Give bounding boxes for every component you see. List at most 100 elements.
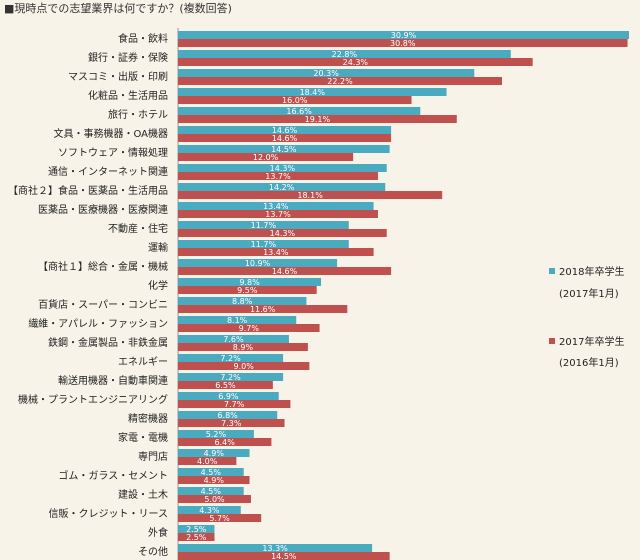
data-label-2017: 5.0% [204, 495, 225, 504]
bar-2018 [178, 183, 386, 191]
legend-swatch-2018 [549, 268, 555, 274]
category-label: 百貨店・スーパー・コンビニ [38, 298, 168, 311]
bar-2018 [178, 297, 307, 305]
data-label-2018: 16.6% [286, 107, 312, 116]
data-label-2017: 4.0% [197, 457, 218, 466]
bar-2018 [178, 240, 349, 248]
category-label: 建設・土木 [118, 488, 168, 501]
bar-2017 [178, 172, 378, 180]
bar-2018 [178, 69, 475, 77]
bar-2018 [178, 278, 322, 286]
legend: 2018年卒学生 (2017年1月) 2017年卒学生 (2016年1月) [549, 265, 624, 369]
category-label: ソフトウェア・情報処理 [58, 146, 168, 159]
bar-2017 [178, 305, 348, 313]
data-label-2018: 4.3% [199, 506, 220, 515]
bar-2017 [178, 438, 272, 446]
bar-2017 [178, 229, 387, 237]
data-label-2018: 5.2% [206, 430, 227, 439]
category-label: 【商社２】食品・医薬品・生活用品 [8, 184, 168, 197]
data-label-2017: 13.7% [265, 172, 291, 181]
data-label-2018: 8.8% [232, 297, 253, 306]
category-label: マスコミ・出版・印刷 [68, 70, 168, 83]
data-label-2018: 14.3% [270, 164, 296, 173]
data-label-2018: 20.3% [313, 69, 339, 78]
bar-2017 [178, 77, 503, 85]
category-label: ゴム・ガラス・セメント [58, 469, 168, 482]
data-label-2017: 6.5% [215, 381, 236, 390]
category-label: その他 [138, 545, 168, 558]
category-label: 医薬品・医療機器・医療関連 [38, 203, 168, 216]
category-label: 機械・プラントエンジニアリング [18, 393, 168, 406]
category-label: エネルギー [118, 356, 168, 368]
bar-2018 [178, 164, 387, 172]
data-label-2018: 6.8% [217, 411, 238, 420]
data-label-2018: 6.9% [218, 392, 239, 401]
bar-2017 [178, 248, 374, 256]
category-label: 精密機器 [128, 412, 168, 425]
data-label-2018: 14.6% [272, 126, 298, 135]
bars-group: 食品・飲料 30.9%30.8% 銀行・証券・保険 22.8%24.3% マスコミ・出版… [8, 31, 629, 560]
category-label: 化粧品・生活用品 [88, 89, 168, 102]
data-label-2018: 14.2% [269, 183, 295, 192]
data-label-2017: 11.6% [250, 305, 276, 314]
bar-2018 [178, 525, 215, 533]
data-label-2018: 4.5% [201, 468, 222, 477]
data-label-2017: 9.0% [234, 362, 255, 371]
bar-2017 [178, 343, 308, 351]
bar-2018 [178, 335, 289, 343]
data-label-2018: 4.9% [204, 449, 225, 458]
legend-note-2018: (2017年1月) [559, 287, 619, 300]
category-label: 鉄鋼・金属製品・非鉄金属 [48, 336, 168, 349]
category-label: 文具・事務機器・OA機器 [53, 127, 168, 140]
bar-2017 [178, 267, 392, 275]
bar-2018 [178, 126, 392, 134]
bar-2017 [178, 381, 273, 389]
category-label: 専門店 [138, 450, 168, 463]
data-label-2018: 2.5% [186, 525, 207, 534]
bar-2017 [178, 191, 443, 199]
bar-2018 [178, 202, 374, 210]
bar-2018 [178, 449, 250, 457]
data-label-2018: 7.2% [220, 373, 241, 382]
data-label-2017: 6.4% [215, 438, 236, 447]
bar-2017 [178, 286, 317, 294]
bar-2017 [178, 153, 354, 161]
data-label-2017: 14.5% [271, 552, 297, 560]
data-label-2017: 9.5% [237, 286, 258, 295]
bar-2018 [178, 316, 297, 324]
data-label-2018: 22.8% [332, 50, 358, 59]
category-label: 化学 [148, 279, 168, 292]
data-label-2017: 8.9% [233, 343, 254, 352]
data-label-2017: 16.0% [282, 96, 308, 105]
legend-label-2018: 2018年卒学生 [559, 265, 624, 278]
bar-2018 [178, 354, 284, 362]
category-label: 信販・クレジット・リース [49, 508, 169, 520]
category-label: 不動産・住宅 [108, 222, 168, 235]
data-label-2017: 19.1% [305, 115, 331, 124]
legend-label-2017: 2017年卒学生 [559, 335, 624, 348]
data-label-2017: 13.7% [265, 210, 291, 219]
data-label-2017: 24.3% [343, 58, 369, 67]
data-label-2017: 12.0% [253, 153, 279, 162]
bar-2017 [178, 400, 291, 408]
bar-2018 [178, 259, 338, 267]
bar-2018 [178, 145, 390, 153]
data-label-2018: 11.7% [251, 240, 277, 249]
category-label: 外食 [148, 526, 168, 539]
data-label-2017: 14.6% [272, 267, 298, 276]
data-label-2017: 22.2% [327, 77, 353, 86]
bar-2017 [178, 419, 285, 427]
legend-note-2017: (2016年1月) [559, 356, 619, 369]
bar-2018 [178, 487, 244, 495]
data-label-2018: 7.2% [220, 354, 241, 363]
bar-2017 [178, 457, 237, 465]
data-label-2017: 4.9% [204, 476, 225, 485]
data-label-2017: 14.3% [270, 229, 296, 238]
data-label-2017: 2.5% [186, 533, 207, 542]
bar-2018 [178, 544, 373, 552]
bar-2018 [178, 88, 447, 96]
bar-2018 [178, 411, 278, 419]
bar-2017 [178, 533, 215, 541]
data-label-2018: 8.1% [227, 316, 248, 325]
data-label-2018: 18.4% [300, 88, 326, 97]
